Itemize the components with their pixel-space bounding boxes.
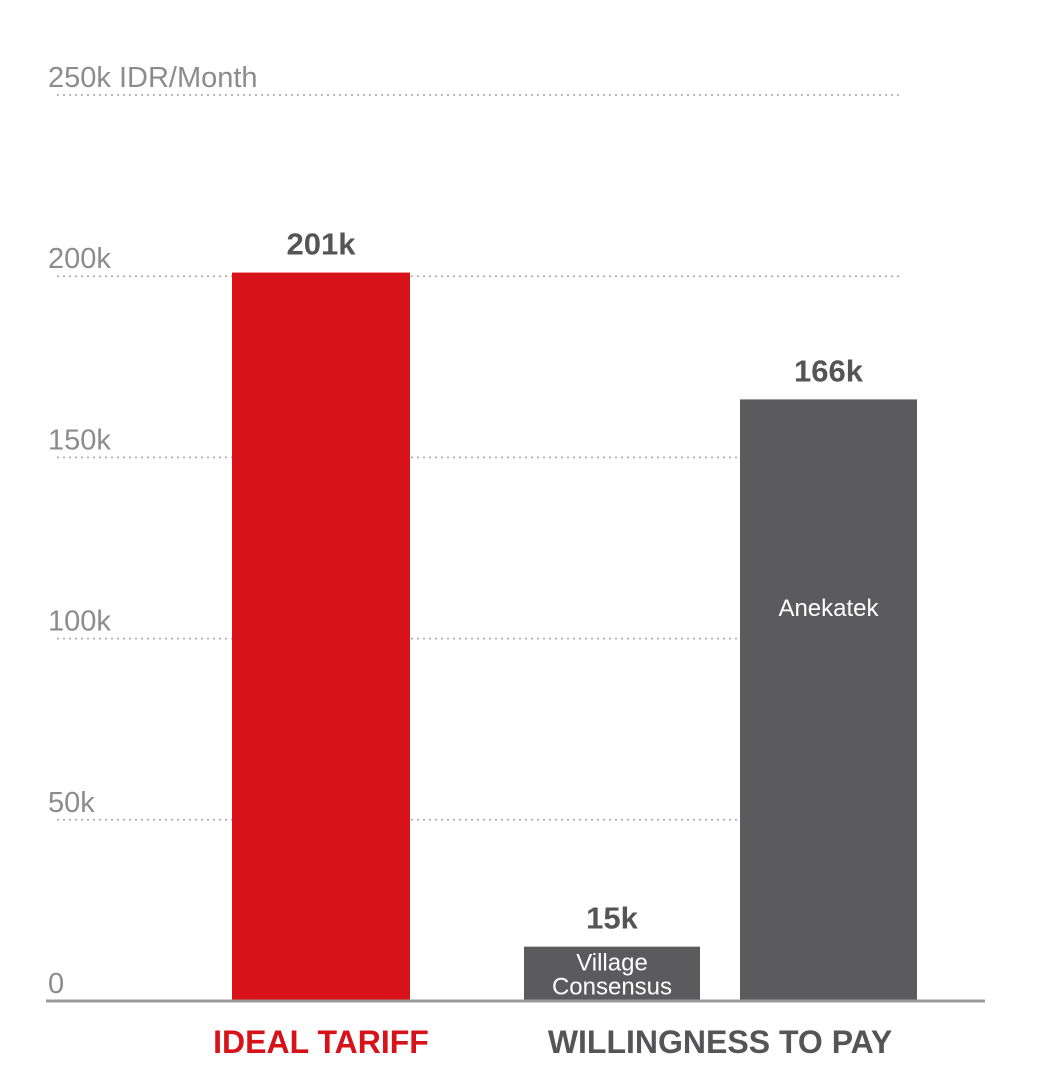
- bar-value-label: 201k: [287, 227, 357, 262]
- bar-value-label: 15k: [586, 901, 638, 936]
- y-tick-label: 0: [48, 968, 64, 1000]
- labels: 0 50k 100k 150k 200k 250k IDR/Month 201k 15k Vil…: [48, 62, 892, 1060]
- x-category-label: IDEAL TARIFF: [213, 1024, 429, 1060]
- bar-series-label: Anekatek: [778, 595, 879, 622]
- bar-value-label: 166k: [794, 353, 864, 388]
- bar-series-label: Consensus: [552, 974, 672, 1001]
- bars: [232, 272, 917, 1001]
- y-tick-label: 150k: [48, 424, 111, 456]
- y-tick-label: 100k: [48, 606, 111, 638]
- x-category-label: WILLINGNESS TO PAY: [548, 1024, 892, 1060]
- bar: [740, 399, 917, 1001]
- y-tick-label: 200k: [48, 243, 111, 275]
- bar: [524, 946, 700, 1001]
- y-tick-label: 250k IDR/Month: [48, 62, 258, 94]
- y-tick-label: 50k: [48, 787, 95, 819]
- bar-series-label: Village: [576, 950, 648, 977]
- bar: [232, 272, 410, 1001]
